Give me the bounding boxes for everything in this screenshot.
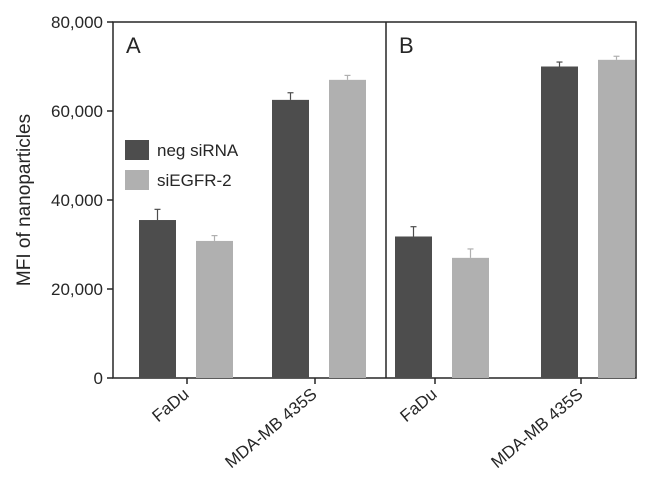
category-label: MDA-MB 435S [222,385,321,472]
category-label: MDA-MB 435S [488,385,587,472]
category-label: FaDu [397,385,441,426]
legend-label: neg siRNA [157,141,239,160]
bar-b-0-1 [452,257,489,378]
bar-b-1-1 [598,59,635,378]
y-tick-label: 80,000 [51,13,103,32]
panel-label-a: A [126,33,141,58]
legend-label: siEGFR-2 [157,171,232,190]
y-tick-label: 20,000 [51,280,103,299]
y-tick-label: 40,000 [51,191,103,210]
y-axis-title: MFI of nanoparticles [14,114,35,286]
bar-a-1-0 [272,99,309,378]
bar-a-0-0 [139,220,176,378]
bar-b-1-0 [541,66,578,378]
bar-b-0-0 [395,236,432,378]
legend-swatch [125,170,149,190]
bar-a-1-1 [329,79,366,378]
panel-label-b: B [399,33,414,58]
legend-swatch [125,140,149,160]
axes [107,21,637,384]
bar-a-0-1 [196,240,233,378]
y-tick-label: 60,000 [51,102,103,121]
legend: neg siRNA siEGFR-2 [125,140,239,190]
category-label: FaDu [149,385,193,426]
y-tick-label: 0 [94,369,103,388]
bars [139,55,635,378]
